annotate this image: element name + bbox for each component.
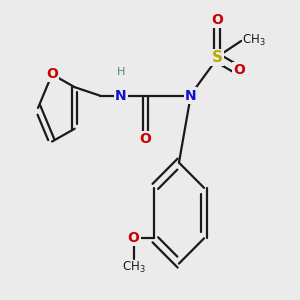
Text: O: O	[46, 67, 58, 81]
Text: O: O	[139, 132, 151, 146]
Text: O: O	[128, 231, 140, 245]
Text: O: O	[211, 13, 223, 27]
Text: S: S	[212, 50, 223, 65]
Text: CH$_3$: CH$_3$	[122, 260, 146, 275]
Text: N: N	[185, 88, 196, 103]
Text: N: N	[115, 88, 127, 103]
Text: CH$_3$: CH$_3$	[242, 33, 266, 48]
Text: O: O	[233, 63, 245, 77]
Text: H: H	[117, 67, 125, 77]
